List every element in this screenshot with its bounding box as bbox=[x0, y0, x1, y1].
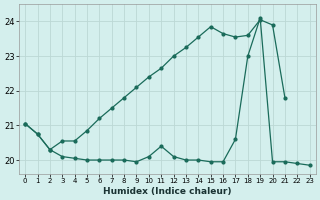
X-axis label: Humidex (Indice chaleur): Humidex (Indice chaleur) bbox=[103, 187, 232, 196]
